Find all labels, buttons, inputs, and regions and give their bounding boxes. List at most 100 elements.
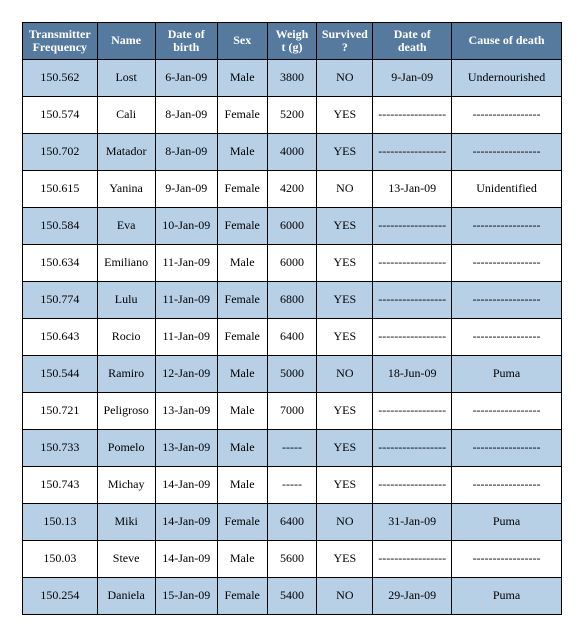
- cell-survived: YES: [317, 208, 373, 245]
- cell-sex: Male: [217, 134, 267, 171]
- cell-sex: Female: [217, 282, 267, 319]
- table-row: 150.733Pomelo13-Jan-09Male-----YES------…: [23, 430, 562, 467]
- cell-weight: 7000: [267, 393, 317, 430]
- cell-weight: -----: [267, 467, 317, 504]
- col-name: Name: [97, 23, 155, 60]
- cell-dob: 11-Jan-09: [155, 282, 217, 319]
- cell-cause: -----------------: [452, 245, 562, 282]
- col-sex: Sex: [217, 23, 267, 60]
- cell-name: Cali: [97, 97, 155, 134]
- cell-dod: -----------------: [373, 282, 452, 319]
- cell-dob: 14-Jan-09: [155, 504, 217, 541]
- col-dob: Date ofbirth: [155, 23, 217, 60]
- cell-dob: 8-Jan-09: [155, 134, 217, 171]
- cell-freq: 150.774: [23, 282, 98, 319]
- cell-cause: -----------------: [452, 319, 562, 356]
- cell-name: Lost: [97, 60, 155, 97]
- table-row: 150.13Miki14-Jan-09Female6400NO31-Jan-09…: [23, 504, 562, 541]
- cell-name: Lulu: [97, 282, 155, 319]
- cell-name: Daniela: [97, 578, 155, 615]
- cell-freq: 150.643: [23, 319, 98, 356]
- table-row: 150.634Emiliano11-Jan-09Male6000YES-----…: [23, 245, 562, 282]
- cell-dod: -----------------: [373, 393, 452, 430]
- cell-name: Ramiro: [97, 356, 155, 393]
- cell-dod: 9-Jan-09: [373, 60, 452, 97]
- cell-weight: 6000: [267, 245, 317, 282]
- cell-name: Miki: [97, 504, 155, 541]
- cell-weight: 4000: [267, 134, 317, 171]
- cell-dob: 12-Jan-09: [155, 356, 217, 393]
- cell-survived: NO: [317, 504, 373, 541]
- cell-name: Michay: [97, 467, 155, 504]
- cell-weight: 6400: [267, 504, 317, 541]
- table-row: 150.615Yanina9-Jan-09Female4200NO13-Jan-…: [23, 171, 562, 208]
- cell-freq: 150.584: [23, 208, 98, 245]
- table-row: 150.254Daniela15-Jan-09Female5400NO29-Ja…: [23, 578, 562, 615]
- cell-weight: 4200: [267, 171, 317, 208]
- table-row: 150.721Peligroso13-Jan-09Male7000YES----…: [23, 393, 562, 430]
- cell-freq: 150.743: [23, 467, 98, 504]
- cell-cause: Puma: [452, 356, 562, 393]
- cell-weight: 5400: [267, 578, 317, 615]
- cell-freq: 150.544: [23, 356, 98, 393]
- cell-cause: -----------------: [452, 208, 562, 245]
- cell-dod: -----------------: [373, 208, 452, 245]
- table-row: 150.702Matador8-Jan-09Male4000YES-------…: [23, 134, 562, 171]
- cell-freq: 150.733: [23, 430, 98, 467]
- cell-cause: Undernourished: [452, 60, 562, 97]
- cell-dob: 14-Jan-09: [155, 541, 217, 578]
- cell-survived: YES: [317, 134, 373, 171]
- table-body: 150.562Lost6-Jan-09Male3800NO9-Jan-09Und…: [23, 60, 562, 615]
- cell-dob: 13-Jan-09: [155, 393, 217, 430]
- cell-freq: 150.574: [23, 97, 98, 134]
- cell-cause: -----------------: [452, 393, 562, 430]
- cell-freq: 150.702: [23, 134, 98, 171]
- cell-sex: Male: [217, 356, 267, 393]
- cell-weight: 6400: [267, 319, 317, 356]
- cell-dod: -----------------: [373, 245, 452, 282]
- col-freq: TransmitterFrequency: [23, 23, 98, 60]
- cell-name: Eva: [97, 208, 155, 245]
- cell-weight: -----: [267, 430, 317, 467]
- cell-dod: 18-Jun-09: [373, 356, 452, 393]
- cell-dod: 13-Jan-09: [373, 171, 452, 208]
- cell-weight: 6000: [267, 208, 317, 245]
- cell-dod: -----------------: [373, 430, 452, 467]
- cell-survived: YES: [317, 541, 373, 578]
- table-row: 150.743Michay14-Jan-09Male-----YES------…: [23, 467, 562, 504]
- cell-cause: -----------------: [452, 541, 562, 578]
- cell-freq: 150.13: [23, 504, 98, 541]
- cell-name: Emiliano: [97, 245, 155, 282]
- cell-sex: Male: [217, 467, 267, 504]
- cell-survived: NO: [317, 171, 373, 208]
- animal-table: TransmitterFrequency Name Date ofbirth S…: [22, 22, 562, 615]
- cell-dod: 31-Jan-09: [373, 504, 452, 541]
- cell-name: Matador: [97, 134, 155, 171]
- cell-dob: 13-Jan-09: [155, 430, 217, 467]
- cell-sex: Female: [217, 578, 267, 615]
- cell-survived: YES: [317, 282, 373, 319]
- table-row: 150.562Lost6-Jan-09Male3800NO9-Jan-09Und…: [23, 60, 562, 97]
- header-row: TransmitterFrequency Name Date ofbirth S…: [23, 23, 562, 60]
- table-row: 150.544Ramiro12-Jan-09Male5000NO18-Jun-0…: [23, 356, 562, 393]
- col-cause: Cause of death: [452, 23, 562, 60]
- cell-freq: 150.562: [23, 60, 98, 97]
- cell-sex: Female: [217, 208, 267, 245]
- cell-dod: -----------------: [373, 97, 452, 134]
- col-dod: Date ofdeath: [373, 23, 452, 60]
- cell-dob: 9-Jan-09: [155, 171, 217, 208]
- col-survived: Survived?: [317, 23, 373, 60]
- cell-name: Rocio: [97, 319, 155, 356]
- cell-cause: Unidentified: [452, 171, 562, 208]
- cell-dob: 10-Jan-09: [155, 208, 217, 245]
- cell-survived: YES: [317, 97, 373, 134]
- cell-weight: 5200: [267, 97, 317, 134]
- cell-dod: -----------------: [373, 467, 452, 504]
- cell-name: Pomelo: [97, 430, 155, 467]
- cell-cause: -----------------: [452, 467, 562, 504]
- cell-survived: YES: [317, 245, 373, 282]
- cell-dob: 14-Jan-09: [155, 467, 217, 504]
- cell-survived: NO: [317, 60, 373, 97]
- cell-dob: 8-Jan-09: [155, 97, 217, 134]
- cell-freq: 150.254: [23, 578, 98, 615]
